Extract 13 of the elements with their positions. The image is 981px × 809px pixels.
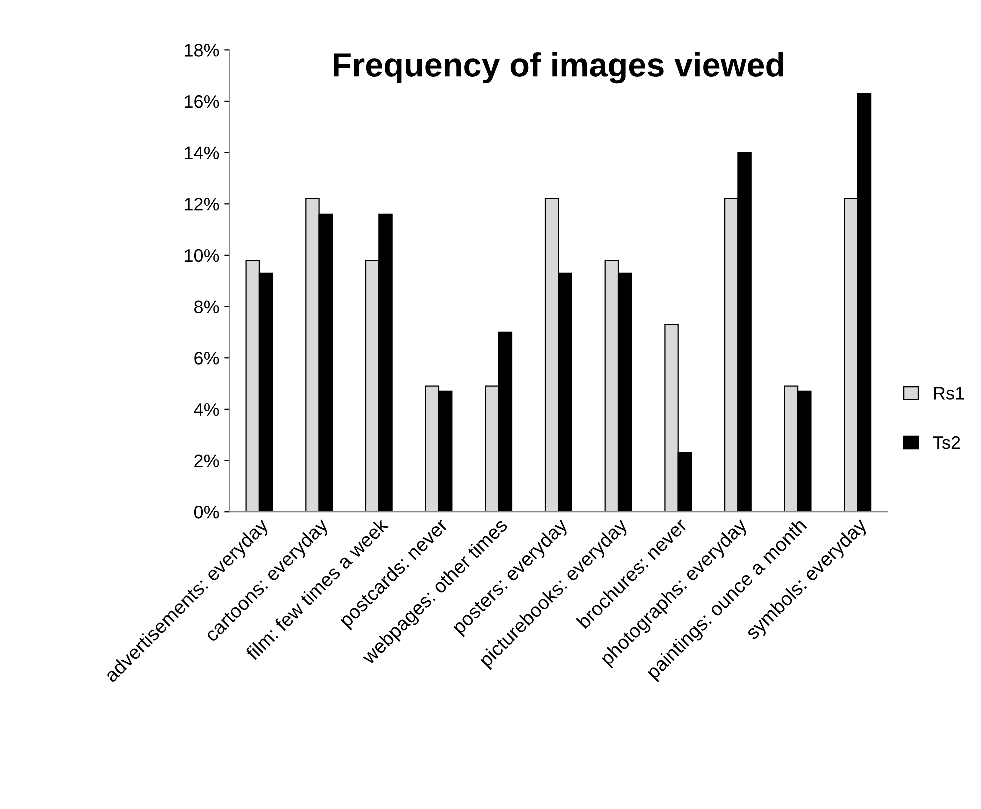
chart-title: Frequency of images viewed [334, 52, 784, 84]
y-tick-label: 18% [185, 44, 220, 57]
legend-label: Ts2 [933, 436, 960, 450]
legend-label: Rs1 [934, 387, 964, 400]
y-tick-label: 14% [185, 146, 220, 160]
y-tick-label: 2% [194, 454, 220, 468]
y-tick-label: 0% [194, 506, 220, 519]
y-tick-label: 16% [185, 95, 220, 108]
y-tick-label: 10% [185, 249, 220, 262]
y-tick-label: 12% [185, 198, 220, 211]
y-tick-label: 4% [194, 403, 220, 416]
y-tick-label: 6% [194, 352, 220, 365]
y-tick-label: 8% [194, 300, 220, 314]
